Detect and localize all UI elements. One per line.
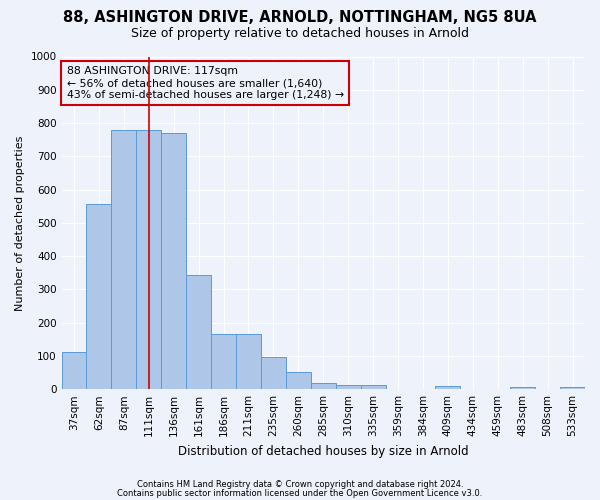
Bar xyxy=(436,386,460,389)
Text: 88 ASHINGTON DRIVE: 117sqm
← 56% of detached houses are smaller (1,640)
43% of s: 88 ASHINGTON DRIVE: 117sqm ← 56% of deta… xyxy=(67,66,344,100)
Bar xyxy=(560,387,585,389)
Text: Contains HM Land Registry data © Crown copyright and database right 2024.: Contains HM Land Registry data © Crown c… xyxy=(137,480,463,489)
Bar xyxy=(336,385,361,389)
Bar xyxy=(186,276,211,389)
Bar xyxy=(86,204,112,389)
X-axis label: Distribution of detached houses by size in Arnold: Distribution of detached houses by size … xyxy=(178,444,469,458)
Bar xyxy=(510,387,535,389)
Bar xyxy=(361,385,386,389)
Text: Size of property relative to detached houses in Arnold: Size of property relative to detached ho… xyxy=(131,28,469,40)
Bar xyxy=(136,130,161,389)
Bar xyxy=(211,334,236,389)
Text: 88, ASHINGTON DRIVE, ARNOLD, NOTTINGHAM, NG5 8UA: 88, ASHINGTON DRIVE, ARNOLD, NOTTINGHAM,… xyxy=(63,10,537,25)
Bar xyxy=(161,133,186,389)
Bar xyxy=(62,352,86,389)
Text: Contains public sector information licensed under the Open Government Licence v3: Contains public sector information licen… xyxy=(118,489,482,498)
Bar xyxy=(112,130,136,389)
Y-axis label: Number of detached properties: Number of detached properties xyxy=(15,135,25,310)
Bar xyxy=(311,383,336,389)
Bar xyxy=(286,372,311,389)
Bar xyxy=(261,356,286,389)
Bar xyxy=(236,334,261,389)
